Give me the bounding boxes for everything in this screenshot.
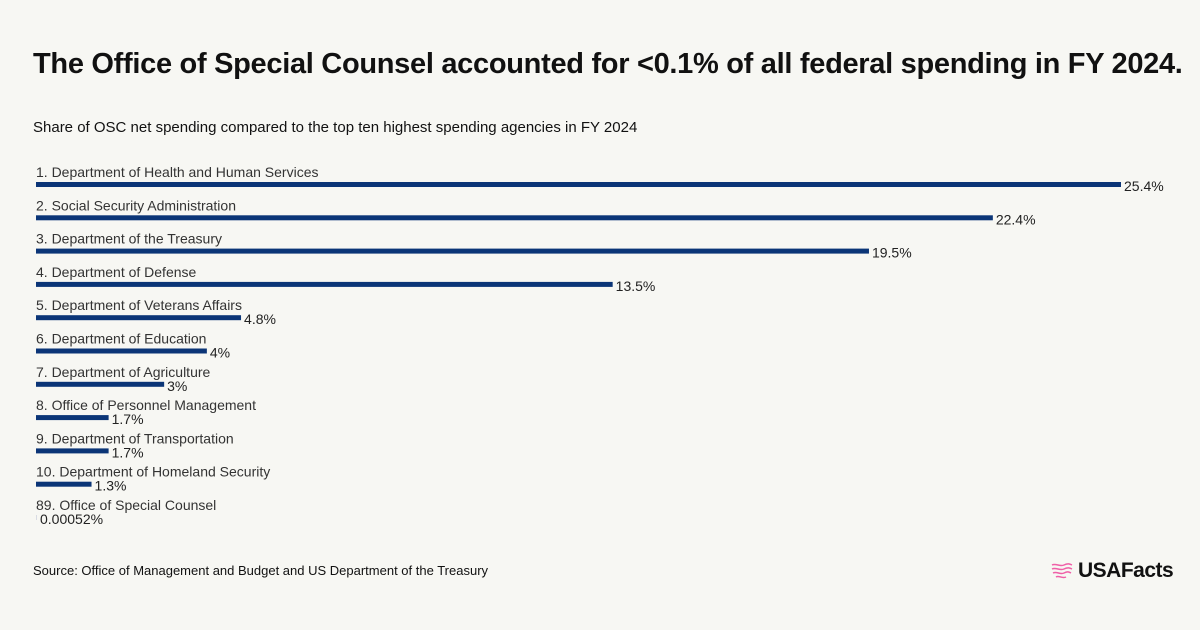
usafacts-logo: USAFacts: [1050, 559, 1174, 583]
bar: [36, 182, 1121, 187]
value-label: 19.5%: [872, 245, 912, 261]
bar: [36, 315, 242, 321]
value-label: 4.8%: [244, 311, 276, 327]
bar: [36, 248, 869, 254]
value-label: 3%: [167, 378, 187, 394]
category-label: 89. Office of Special Counsel: [36, 497, 216, 513]
value-label: 25.4%: [1124, 178, 1164, 194]
bar: [36, 381, 165, 387]
bar: [36, 348, 207, 354]
category-label: 2. Social Security Administration: [36, 197, 236, 213]
value-label: 1.3%: [95, 478, 127, 494]
bar: [36, 281, 613, 287]
category-label: 8. Office of Personnel Management: [36, 397, 256, 413]
bar: [36, 215, 993, 221]
logo-text: USAFacts: [1078, 559, 1174, 582]
value-label: 13.5%: [616, 278, 656, 294]
chart-subtitle: Share of OSC net spending compared to th…: [33, 119, 638, 136]
category-label: 9. Department of Transportation: [36, 430, 234, 446]
bar: [36, 448, 109, 454]
category-label: 10. Department of Homeland Security: [36, 464, 270, 480]
chart-title: The Office of Special Counsel accounted …: [33, 48, 1183, 80]
value-label: 1.7%: [112, 411, 144, 427]
category-label: 3. Department of the Treasury: [36, 231, 222, 247]
us-map-flag-icon: [1051, 563, 1073, 579]
source-note: Source: Office of Management and Budget …: [33, 563, 489, 578]
category-label: 4. Department of Defense: [36, 264, 197, 280]
bar: [36, 481, 92, 487]
category-label: 5. Department of Veterans Affairs: [36, 297, 242, 313]
category-label: 6. Department of Education: [36, 331, 206, 347]
bar: [36, 415, 109, 421]
value-label: 22.4%: [996, 211, 1036, 227]
bar: [36, 515, 37, 520]
category-label: 7. Department of Agriculture: [36, 364, 211, 380]
category-label: 1. Department of Health and Human Servic…: [36, 164, 318, 180]
value-label: 1.7%: [112, 444, 144, 460]
value-label: 0.00052%: [40, 511, 103, 527]
value-label: 4%: [210, 345, 230, 361]
